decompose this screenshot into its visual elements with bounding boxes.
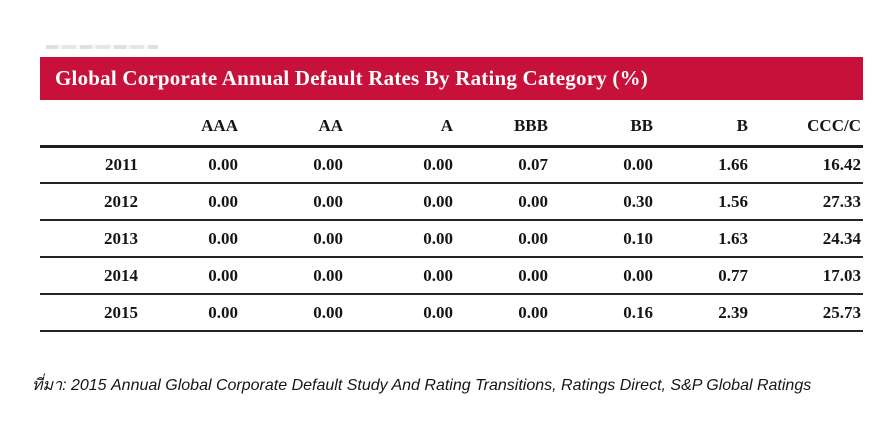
value-cell: 0.00 bbox=[455, 183, 550, 221]
value-cell: 0.00 bbox=[140, 146, 240, 184]
value-cell: 0.00 bbox=[140, 294, 240, 332]
column-header-cccc: CCC/C bbox=[750, 100, 863, 148]
value-cell: 0.00 bbox=[345, 146, 455, 184]
value-cell: 25.73 bbox=[750, 294, 863, 332]
table-row: 2012 0.00 0.00 0.00 0.00 0.30 1.56 27.33 bbox=[40, 183, 863, 221]
value-cell: 16.42 bbox=[750, 146, 863, 184]
default-rates-table: AAA AA A BBB BB B CCC/C 2011 0.00 0.00 0… bbox=[40, 100, 863, 332]
table-title-banner: Global Corporate Annual Default Rates By… bbox=[40, 57, 863, 100]
table-row: 2011 0.00 0.00 0.00 0.07 0.00 1.66 16.42 bbox=[40, 146, 863, 184]
value-cell: 0.00 bbox=[345, 294, 455, 332]
value-cell: 17.03 bbox=[750, 257, 863, 295]
column-header-a: A bbox=[345, 100, 455, 148]
value-cell: 0.00 bbox=[240, 183, 345, 221]
year-column-header bbox=[40, 100, 140, 148]
column-header-aaa: AAA bbox=[140, 100, 240, 148]
column-header-aa: AA bbox=[240, 100, 345, 148]
value-cell: 1.66 bbox=[655, 146, 750, 184]
column-header-row: AAA AA A BBB BB B CCC/C bbox=[40, 100, 863, 148]
column-header-b: B bbox=[655, 100, 750, 148]
column-header-bbb: BBB bbox=[455, 100, 550, 148]
value-cell: 1.63 bbox=[655, 220, 750, 258]
value-cell: 0.00 bbox=[140, 183, 240, 221]
year-cell: 2014 bbox=[40, 257, 140, 295]
value-cell: 0.00 bbox=[140, 220, 240, 258]
table-row: 2014 0.00 0.00 0.00 0.00 0.00 0.77 17.03 bbox=[40, 257, 863, 295]
value-cell: 0.00 bbox=[550, 146, 655, 184]
source-note: ที่มา: 2015 Annual Global Corporate Defa… bbox=[32, 377, 812, 394]
column-header-bb: BB bbox=[550, 100, 655, 148]
value-cell: 0.77 bbox=[655, 257, 750, 295]
value-cell: 0.16 bbox=[550, 294, 655, 332]
value-cell: 0.00 bbox=[455, 220, 550, 258]
year-cell: 2011 bbox=[40, 146, 140, 184]
value-cell: 0.00 bbox=[240, 294, 345, 332]
table-row: 2015 0.00 0.00 0.00 0.00 0.16 2.39 25.73 bbox=[40, 294, 863, 332]
cropped-text-remnant bbox=[46, 45, 158, 49]
table-row: 2013 0.00 0.00 0.00 0.00 0.10 1.63 24.34 bbox=[40, 220, 863, 258]
year-cell: 2012 bbox=[40, 183, 140, 221]
value-cell: 0.00 bbox=[345, 183, 455, 221]
value-cell: 0.30 bbox=[550, 183, 655, 221]
value-cell: 0.00 bbox=[455, 257, 550, 295]
value-cell: 0.00 bbox=[140, 257, 240, 295]
value-cell: 0.00 bbox=[345, 220, 455, 258]
value-cell: 24.34 bbox=[750, 220, 863, 258]
value-cell: 0.10 bbox=[550, 220, 655, 258]
value-cell: 0.00 bbox=[345, 257, 455, 295]
value-cell: 27.33 bbox=[750, 183, 863, 221]
value-cell: 0.00 bbox=[455, 294, 550, 332]
value-cell: 0.00 bbox=[550, 257, 655, 295]
value-cell: 0.07 bbox=[455, 146, 550, 184]
value-cell: 0.00 bbox=[240, 257, 345, 295]
default-rates-figure: Global Corporate Annual Default Rates By… bbox=[40, 57, 863, 332]
value-cell: 2.39 bbox=[655, 294, 750, 332]
value-cell: 1.56 bbox=[655, 183, 750, 221]
value-cell: 0.00 bbox=[240, 146, 345, 184]
value-cell: 0.00 bbox=[240, 220, 345, 258]
year-cell: 2015 bbox=[40, 294, 140, 332]
year-cell: 2013 bbox=[40, 220, 140, 258]
